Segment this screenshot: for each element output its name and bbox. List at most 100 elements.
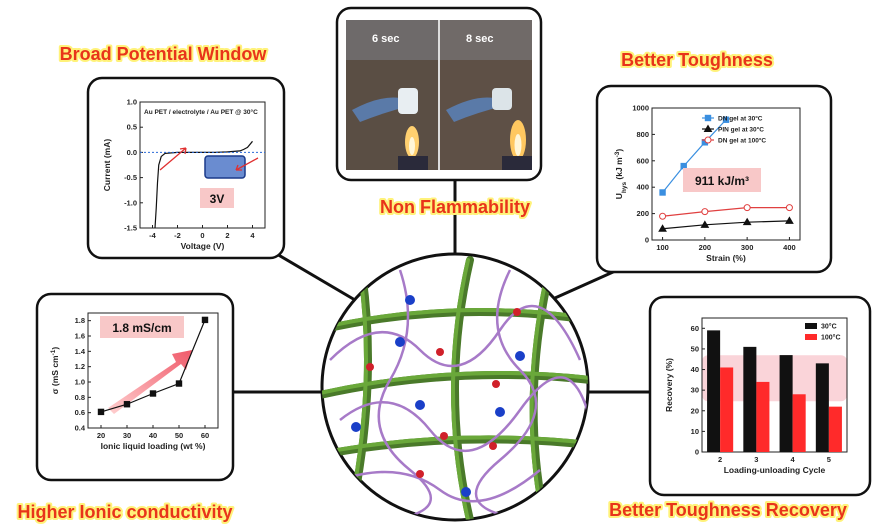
y-axis-label-part: (kJ m [614,157,624,182]
y-tick-label: -1.0 [124,198,137,207]
y-tick-label: 1.4 [75,347,86,356]
y-tick-label: 50 [691,344,699,353]
y-tick-label: 10 [691,427,699,436]
y-tick-label: 0.6 [75,408,85,417]
photo-label: 8 sec [466,33,494,45]
chart-title: Au PET / electrolyte / Au PET @ 30°C [144,108,258,116]
heading: Better Toughness Recovery [609,500,847,520]
bar [720,367,733,452]
y-tick-label: 200 [636,209,649,218]
heading: Better Toughness [621,50,773,70]
y-tick-label: 1.2 [75,362,85,371]
x-tick-label: 40 [149,431,157,440]
marker [660,213,666,219]
y-axis-label-part: ) [50,347,60,350]
annotation: 911 kJ/m³ [695,174,749,188]
y-tick-label: 1.0 [75,378,85,387]
heading: Non Flammability [380,197,530,217]
heading: Higher Ionic conductivity [17,502,232,522]
y-tick-label: 1.0 [127,98,137,107]
y-axis-label: Current (mA) [102,139,112,192]
legend-label: PIN gel at 30°C [718,126,764,134]
y-axis-label: Recovery (%) [664,358,674,412]
x-tick-label: 400 [783,243,796,252]
photo: 6 sec 8 sec [346,20,532,170]
x-tick-label: 20 [97,431,105,440]
bar [829,407,842,452]
bar [743,347,756,452]
marker [98,409,103,414]
y-tick-label: 0.5 [127,123,137,132]
marker [124,402,129,407]
y-tick-label: 1.8 [75,316,85,325]
marker [150,391,155,396]
x-tick-label: 30 [123,431,131,440]
y-tick-label: -0.5 [124,173,137,182]
x-tick-label: 3 [754,455,758,464]
y-axis-label-part: σ (mS cm [50,355,60,394]
marker [176,381,181,386]
highlight-box [205,156,245,178]
x-axis-label: Voltage (V) [181,241,225,251]
marker [681,163,686,168]
y-tick-label: 60 [691,324,699,333]
x-tick-label: 60 [201,431,209,440]
x-tick-label: -2 [174,231,181,240]
annotation: 3V [210,192,225,206]
x-tick-label: 2 [225,231,229,240]
y-axis-label-part: Recovery (%) [664,358,674,412]
network-illustration [320,254,590,520]
y-axis-label-part: Current (mA) [102,139,112,192]
x-tick-label: 0 [200,231,204,240]
y-tick-label: 800 [636,130,649,139]
legend-marker [705,137,711,143]
x-tick-label: 200 [699,243,712,252]
annotation: 1.8 mS/cm [112,321,171,335]
bar [756,382,769,452]
bar [816,363,829,452]
x-tick-label: 5 [827,455,831,464]
panel [88,78,284,258]
x-tick-label: 100 [656,243,669,252]
y-tick-label: 1000 [632,104,649,113]
y-tick-label: 30 [691,386,699,395]
x-tick-label: 300 [741,243,754,252]
x-tick-label: 2 [718,455,722,464]
marker [786,205,792,211]
legend-label: 30°C [821,323,837,331]
x-axis-label: Strain (%) [706,253,746,263]
x-axis-label: Ionic liquid loading (wt %) [101,441,206,451]
y-tick-label: 0.4 [75,424,86,433]
bar [780,355,793,452]
x-tick-label: -4 [149,231,156,240]
y-tick-label: 1.6 [75,332,85,341]
heading: Broad Potential Window [60,44,268,64]
y-tick-label: -1.5 [124,224,137,233]
y-tick-label: 0 [645,236,649,245]
y-tick-label: 0.0 [127,148,137,157]
bar [707,330,720,452]
graphical-abstract: 6 sec 8 sec Broad Potential Window Non F… [0,0,872,525]
legend-marker [705,115,710,120]
marker [202,317,207,322]
y-tick-label: 400 [636,183,649,192]
marker [744,205,750,211]
y-tick-label: 0 [695,448,699,457]
legend-swatch [805,323,817,329]
legend-label: 100°C [821,334,841,342]
y-axis-label-part: hys [621,182,628,194]
legend-swatch [805,334,817,340]
bar [793,394,806,452]
marker [660,190,665,195]
x-axis-label: Loading-unloading Cycle [724,465,826,475]
y-axis-label-part: ) [614,149,624,152]
x-tick-label: 50 [175,431,183,440]
y-tick-label: 20 [691,406,699,415]
y-tick-label: 0.8 [75,393,85,402]
y-tick-label: 40 [691,365,699,374]
legend-label: DN gel at 100°C [718,137,766,145]
marker [702,209,708,215]
photo-label: 6 sec [372,33,400,45]
y-tick-label: 600 [636,156,649,165]
legend-label: DN gel at 30°C [718,115,763,123]
